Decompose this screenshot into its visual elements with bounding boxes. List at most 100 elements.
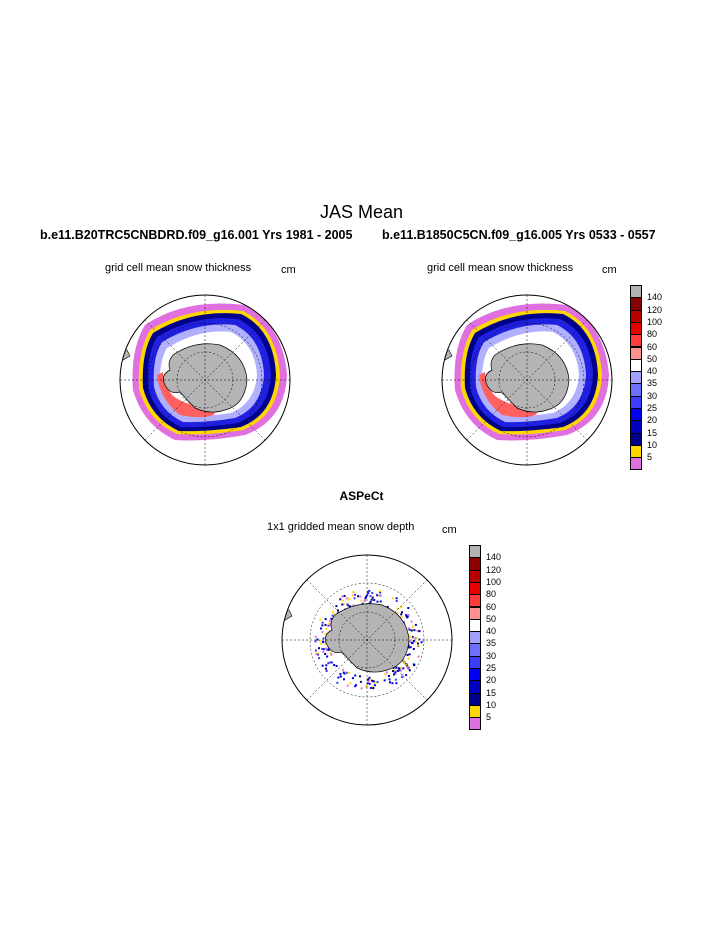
obs-point: [352, 591, 355, 593]
obs-point: [357, 595, 360, 598]
colorbar-label: 10: [486, 699, 497, 710]
obs-point: [343, 672, 346, 675]
obs-point: [410, 620, 413, 623]
obs-point: [408, 653, 411, 656]
obs-units: cm: [442, 524, 457, 536]
obs-point: [400, 613, 403, 616]
obs-point: [345, 597, 348, 600]
obs-point: [373, 684, 376, 687]
obs-point: [398, 667, 401, 670]
obs-point: [346, 603, 349, 606]
obs-point: [407, 657, 410, 660]
colorbar-label: 40: [647, 366, 658, 377]
obs-point: [325, 647, 328, 650]
obs-point: [324, 623, 327, 626]
obs-point: [392, 670, 394, 673]
obs-point: [389, 681, 391, 684]
obs-point: [336, 681, 339, 684]
main-title: JAS Mean: [319, 202, 404, 222]
obs-point: [326, 655, 329, 658]
obs-point: [379, 600, 382, 603]
colorbar-label: 100: [647, 316, 663, 327]
obs-point: [325, 664, 328, 667]
colorbar-label: 50: [647, 353, 658, 364]
graticule: [120, 295, 290, 465]
colorbar-box: [469, 680, 481, 694]
colorbar-label: 100: [486, 576, 502, 587]
obs-point: [372, 680, 375, 683]
obs-point: [360, 687, 363, 690]
colorbar-box: [469, 545, 481, 559]
obs-point: [370, 598, 373, 601]
colorbar-box: [630, 457, 642, 471]
colorbar-label: 25: [486, 663, 497, 673]
colorbar-box: [469, 704, 481, 719]
obs-point: [410, 629, 413, 632]
obs-point: [331, 614, 334, 617]
colorbar-label: 30: [647, 390, 658, 401]
obs-point: [392, 597, 394, 600]
colorbar-box: [630, 432, 642, 446]
obs-point: [326, 648, 328, 651]
colorbar-label: 25: [647, 403, 658, 413]
obs-point: [405, 614, 408, 617]
colorbar-box: [630, 383, 642, 397]
obs-point: [331, 610, 334, 613]
obs-point: [316, 638, 319, 641]
obs-point: [411, 628, 414, 631]
colorbar-label: 140: [486, 552, 502, 563]
obs-point: [353, 597, 356, 600]
obs-point: [359, 680, 362, 683]
obs-point: [321, 664, 324, 667]
obs-point: [329, 624, 332, 627]
colorbar-box: [630, 420, 642, 434]
obs-point: [371, 687, 374, 690]
obs-point: [406, 616, 409, 619]
obs-point: [339, 675, 342, 678]
obs-point: [324, 653, 327, 655]
obs-point: [359, 675, 361, 678]
obs-point: [408, 640, 411, 643]
obs-point: [388, 675, 390, 677]
obs-point: [335, 665, 338, 667]
obs-point: [363, 600, 366, 602]
obs-point: [395, 682, 398, 685]
obs-point: [319, 618, 322, 621]
obs-point: [371, 686, 374, 689]
map-aspect-obs: [281, 554, 453, 726]
panel-label-right: grid cell mean snow thickness: [427, 262, 574, 274]
obs-point: [329, 651, 332, 654]
obs-point: [402, 667, 405, 670]
obs-point: [411, 642, 414, 645]
colorbar-box: [469, 655, 481, 669]
obs-point: [347, 604, 349, 607]
obs-point: [368, 676, 371, 679]
obs-point: [335, 605, 338, 608]
colorbar-box: [469, 594, 481, 608]
obs-point: [373, 599, 376, 601]
obs-title: ASPeCt: [339, 489, 384, 503]
obs-point: [371, 596, 374, 599]
obs-point: [355, 684, 358, 687]
obs-point: [337, 676, 340, 679]
colorbar-box: [630, 285, 642, 299]
colorbar-label: 50: [486, 613, 497, 624]
obs-point: [399, 606, 402, 609]
obs-point: [342, 671, 345, 674]
obs-point: [341, 595, 344, 598]
graticule: [442, 295, 612, 465]
panel-label-left: grid cell mean snow thickness: [105, 262, 252, 274]
case-title-left: b.e11.B20TRC5CNBDRD.f09_g16.001 Yrs 1981…: [40, 228, 353, 242]
units-left: cm: [281, 264, 296, 276]
obs-point: [407, 646, 410, 649]
obs-point: [333, 613, 335, 616]
obs-point: [367, 680, 370, 683]
colorbar-box: [630, 297, 642, 311]
obs-point: [384, 673, 387, 676]
obs-point: [321, 631, 324, 633]
obs-point: [322, 648, 325, 651]
obs-point: [415, 637, 418, 640]
colorbar-box: [469, 692, 481, 706]
obs-point: [402, 660, 405, 663]
obs-point: [354, 674, 357, 677]
